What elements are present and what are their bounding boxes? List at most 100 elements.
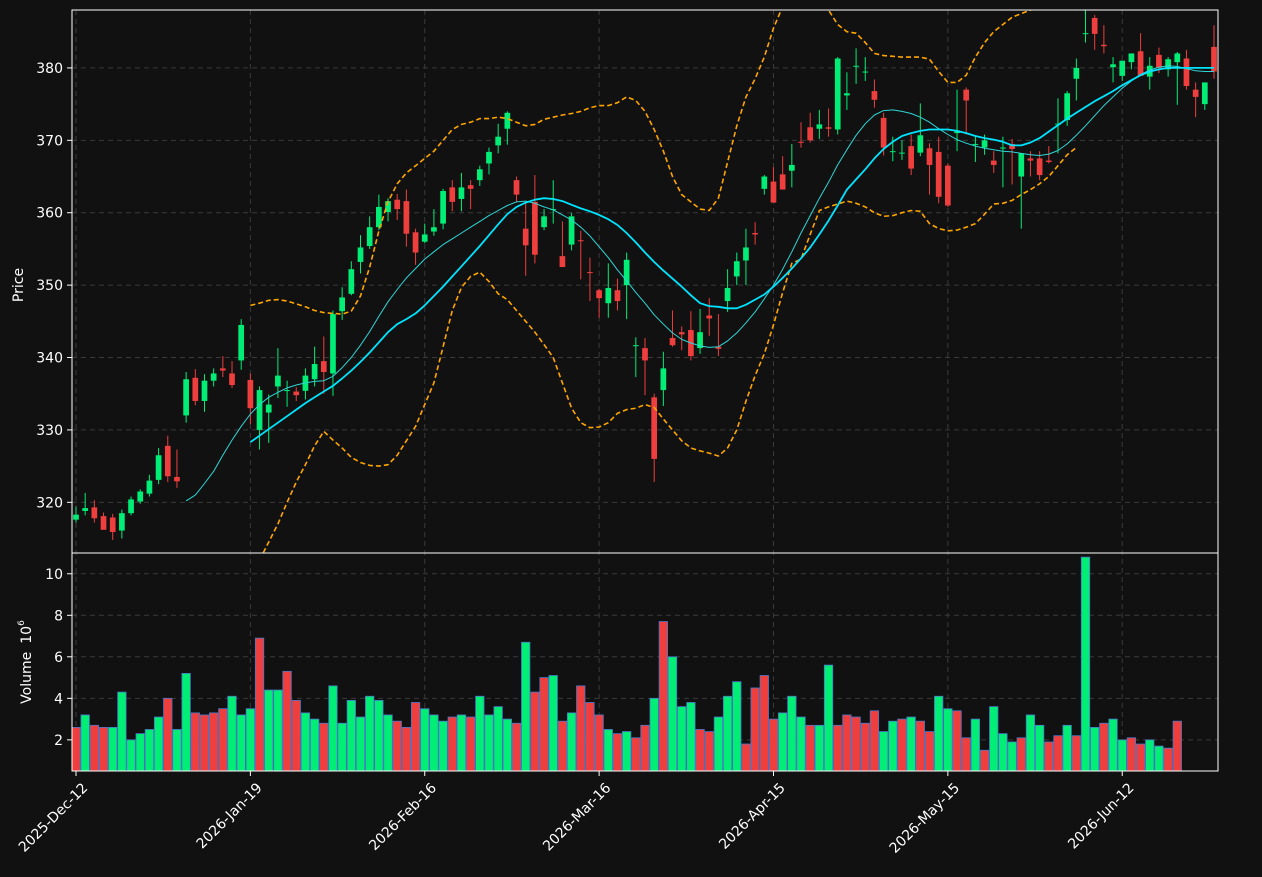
volume-bar xyxy=(365,695,375,771)
volume-bar xyxy=(319,722,329,771)
volume-bar xyxy=(209,712,219,771)
volume-bar xyxy=(1062,724,1072,771)
candle-body xyxy=(1119,60,1126,76)
candle-body xyxy=(247,379,254,409)
candle-body xyxy=(348,269,355,294)
candle-body xyxy=(779,174,786,190)
price-panel xyxy=(73,10,1217,553)
candle-body xyxy=(522,228,529,246)
volume-bar xyxy=(539,677,549,771)
volume-tick-label: 10 xyxy=(45,567,63,583)
volume-axis-label-text: Volume xyxy=(19,652,35,704)
volume-bar xyxy=(998,733,1008,771)
volume-bar xyxy=(622,731,632,771)
volume-bar xyxy=(72,727,81,771)
candle-body xyxy=(1045,160,1052,163)
candle-body xyxy=(990,160,997,165)
candle-body xyxy=(109,517,116,533)
volume-panel xyxy=(72,556,1182,771)
price-tick-label: 340 xyxy=(36,351,63,367)
candle-body xyxy=(623,259,630,286)
candle-body xyxy=(798,141,804,143)
volume-bar xyxy=(493,706,503,771)
volume-bar xyxy=(888,720,898,771)
volume-bar xyxy=(970,718,981,771)
candle-body xyxy=(366,227,373,247)
candle-body xyxy=(504,112,511,129)
candle-body xyxy=(137,491,144,502)
volume-bar xyxy=(181,673,191,771)
volume-tick-label: 4 xyxy=(54,691,63,707)
candle-body xyxy=(908,146,914,169)
bollinger-lower-line xyxy=(262,146,1077,553)
candle-body xyxy=(889,151,896,153)
volume-bar xyxy=(906,716,916,771)
volume-bar xyxy=(915,720,925,771)
candle-body xyxy=(1082,33,1089,35)
candle-body xyxy=(899,152,905,154)
candle-body xyxy=(871,91,878,100)
volume-bar xyxy=(640,724,650,771)
volume-bar xyxy=(392,720,402,771)
candle-body xyxy=(412,232,419,253)
volume-bar xyxy=(438,720,448,771)
volume-bar xyxy=(961,737,971,771)
volume-exponent: 6 xyxy=(17,620,27,626)
candle-body xyxy=(1211,46,1217,72)
volume-bar xyxy=(787,695,797,771)
candle-body xyxy=(174,476,180,482)
candle-body xyxy=(945,165,951,206)
candle-body xyxy=(743,247,749,261)
candle-body xyxy=(339,297,345,312)
volume-bar xyxy=(1145,739,1155,771)
volume-bar xyxy=(163,697,173,771)
volume-bar xyxy=(695,729,705,771)
volume-bar xyxy=(732,681,742,771)
candle-body xyxy=(559,256,566,268)
volume-bar xyxy=(842,714,852,771)
candle-body xyxy=(706,315,713,319)
x-tick-label: 2026-Mar-16 xyxy=(540,780,614,854)
price-tick-label: 380 xyxy=(36,61,63,77)
volume-bar xyxy=(557,720,568,771)
volume-bar xyxy=(759,675,769,771)
candle-body xyxy=(715,346,722,349)
volume-bar xyxy=(796,716,806,771)
volume-axis-label: Volume 106 xyxy=(17,620,35,704)
candle-body xyxy=(238,324,245,361)
volume-bar xyxy=(153,716,164,771)
candle-body xyxy=(320,361,327,372)
candle-body xyxy=(972,143,979,145)
candle-body xyxy=(651,397,658,459)
candle-body xyxy=(256,390,263,430)
candle-body xyxy=(155,455,162,480)
volume-bar xyxy=(227,695,237,771)
volume-bar xyxy=(612,733,623,771)
candle-body xyxy=(73,514,79,520)
volume-bar xyxy=(98,727,109,771)
price-panel-frame xyxy=(71,9,1219,554)
volume-bar xyxy=(475,695,485,771)
volume-bar xyxy=(851,716,861,771)
candle-body xyxy=(357,247,364,262)
candle-body xyxy=(100,516,107,530)
volume-bar xyxy=(264,689,274,771)
candle-body xyxy=(1064,93,1071,121)
candle-body xyxy=(275,375,281,387)
volume-bar xyxy=(1135,743,1146,771)
candle-body xyxy=(192,377,199,401)
volume-bar xyxy=(89,724,99,771)
candle-body xyxy=(935,151,942,197)
volume-bar xyxy=(484,714,494,771)
candle-body xyxy=(513,180,520,195)
volume-bar xyxy=(273,689,283,771)
candle-body xyxy=(1156,54,1162,68)
volume-bar xyxy=(511,722,522,771)
candle-body xyxy=(632,345,639,347)
volume-bar xyxy=(410,702,421,771)
candle-body xyxy=(1137,51,1144,76)
volume-bar xyxy=(686,702,696,771)
volume-bar xyxy=(778,712,788,771)
